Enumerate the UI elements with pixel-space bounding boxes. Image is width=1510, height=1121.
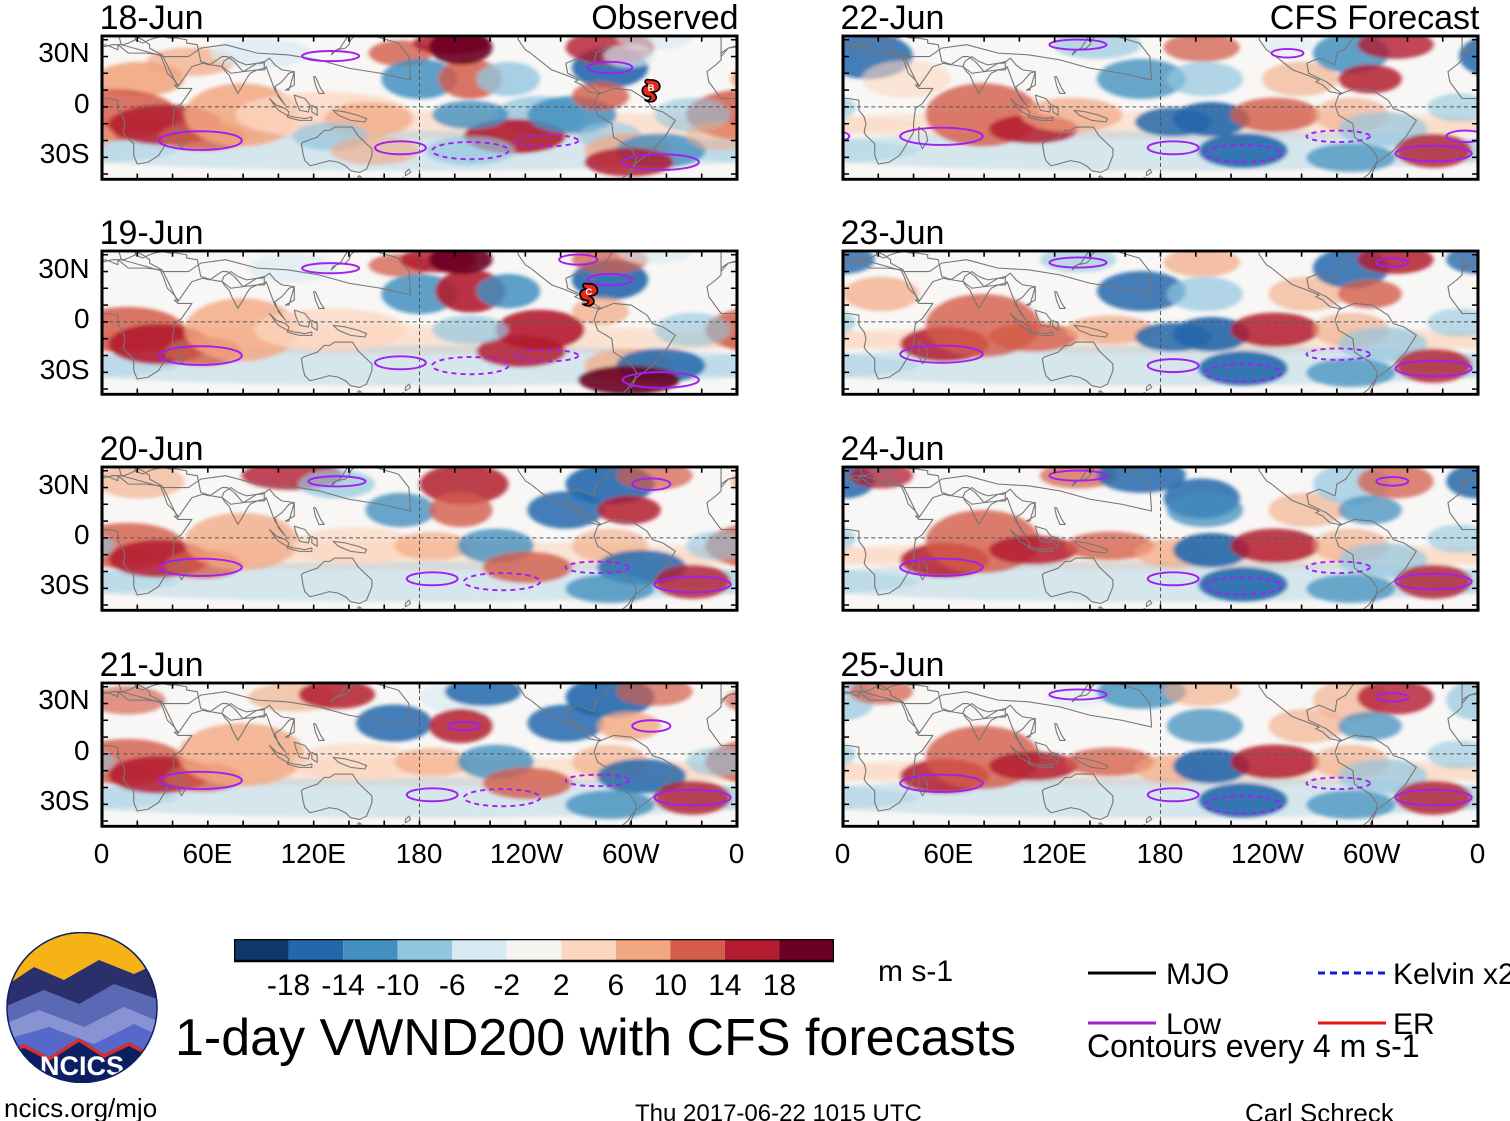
svg-text:6: 6 (607, 969, 624, 1001)
svg-text:-10: -10 (376, 969, 419, 1001)
svg-text:B: B (647, 83, 654, 93)
svg-text:18: 18 (763, 969, 796, 1001)
svg-text:-6: -6 (439, 969, 466, 1001)
svg-text:-2: -2 (493, 969, 520, 1001)
svg-text:10: 10 (654, 969, 687, 1001)
svg-text:Kelvin x2: Kelvin x2 (1393, 958, 1510, 991)
svg-text:-14: -14 (321, 969, 364, 1001)
svg-text:-18: -18 (267, 969, 310, 1001)
svg-text:C: C (585, 288, 592, 298)
svg-text:14: 14 (708, 969, 741, 1001)
svg-text:2: 2 (553, 969, 570, 1001)
svg-text:MJO: MJO (1166, 958, 1229, 991)
